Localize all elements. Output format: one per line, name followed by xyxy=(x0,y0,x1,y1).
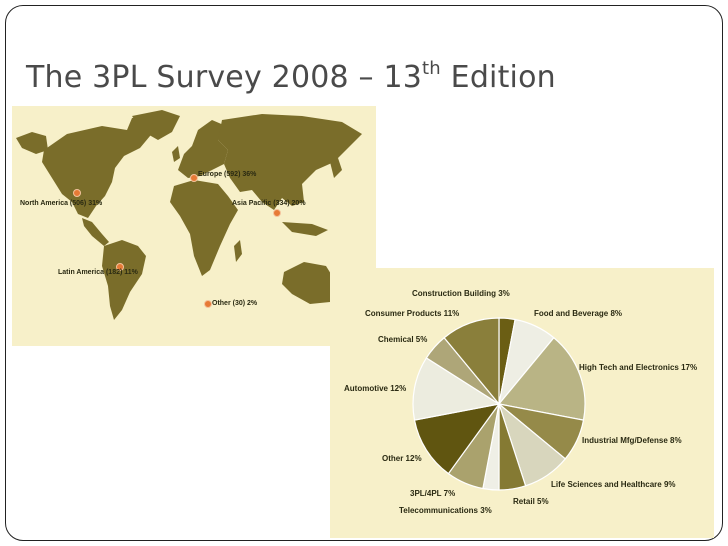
industry-pie-panel: Construction Building 3% Food and Bevera… xyxy=(330,268,714,538)
central-america-landmass xyxy=(82,218,109,246)
slice-label-3pl-4pl: 3PL/4PL 7% xyxy=(410,489,456,498)
africa-landmass xyxy=(170,180,238,276)
pie-slice-high-tech-and-electronics xyxy=(497,336,586,421)
north-america-marker xyxy=(73,189,81,197)
europe-landmass xyxy=(178,120,228,178)
slice-label-high-tech: High Tech and Electronics 17% xyxy=(579,363,698,372)
title-suffix: Edition xyxy=(440,60,556,95)
other-region-label: Other (30) 2% xyxy=(212,300,258,307)
south-america-landmass xyxy=(102,240,146,320)
title-superscript: th xyxy=(422,58,441,79)
asia-pacific-label: Asia Pacific (334) 20% xyxy=(232,200,306,207)
uk-landmass xyxy=(172,146,180,162)
australia-landmass xyxy=(282,262,336,304)
slice-label-construction-building: Construction Building 3% xyxy=(412,289,510,298)
europe-label: Europe (592) 36% xyxy=(198,171,257,178)
slice-label-life-sciences: Life Sciences and Healthcare 9% xyxy=(551,480,676,489)
pie-slice-other xyxy=(413,403,501,475)
pie-slice-consumer-products xyxy=(443,317,500,406)
slide-title: The 3PL Survey 2008 – 13th Edition xyxy=(26,58,556,96)
slice-label-food-and-beverage: Food and Beverage 8% xyxy=(534,309,623,318)
southeast-asia-islands xyxy=(282,222,328,236)
slice-label-automotive: Automotive 12% xyxy=(344,384,407,393)
slice-label-other: Other 12% xyxy=(382,454,422,463)
europe-marker xyxy=(190,174,198,182)
pie-slice-automotive xyxy=(412,357,501,421)
slice-label-industrial: Industrial Mfg/Defense 8% xyxy=(582,436,682,445)
world-map-landmasses xyxy=(16,110,362,320)
alaska-landmass xyxy=(16,132,48,154)
slice-label-telecommunications: Telecommunications 3% xyxy=(399,506,492,515)
north-america-landmass xyxy=(42,114,162,218)
slice-label-consumer-products: Consumer Products 11% xyxy=(365,309,460,318)
asia-landmass xyxy=(218,114,362,210)
greenland-landmass xyxy=(132,110,180,140)
slice-label-chemical: Chemical 5% xyxy=(378,335,428,344)
latin-america-label: Latin America (182) 11% xyxy=(58,269,138,276)
slice-label-retail: Retail 5% xyxy=(513,497,549,506)
world-map-panel: North America (506) 31% Europe (592) 36%… xyxy=(12,106,376,346)
asia-pacific-marker xyxy=(273,209,281,217)
world-map xyxy=(16,110,362,320)
madagascar-landmass xyxy=(234,240,242,262)
north-america-label: North America (506) 31% xyxy=(20,200,103,207)
industry-pie-chart xyxy=(412,317,586,491)
latin-america-marker xyxy=(116,263,124,271)
title-prefix: The 3PL Survey 2008 – 13 xyxy=(26,60,423,95)
japan-landmass xyxy=(330,158,342,178)
other-region-marker xyxy=(204,300,212,308)
